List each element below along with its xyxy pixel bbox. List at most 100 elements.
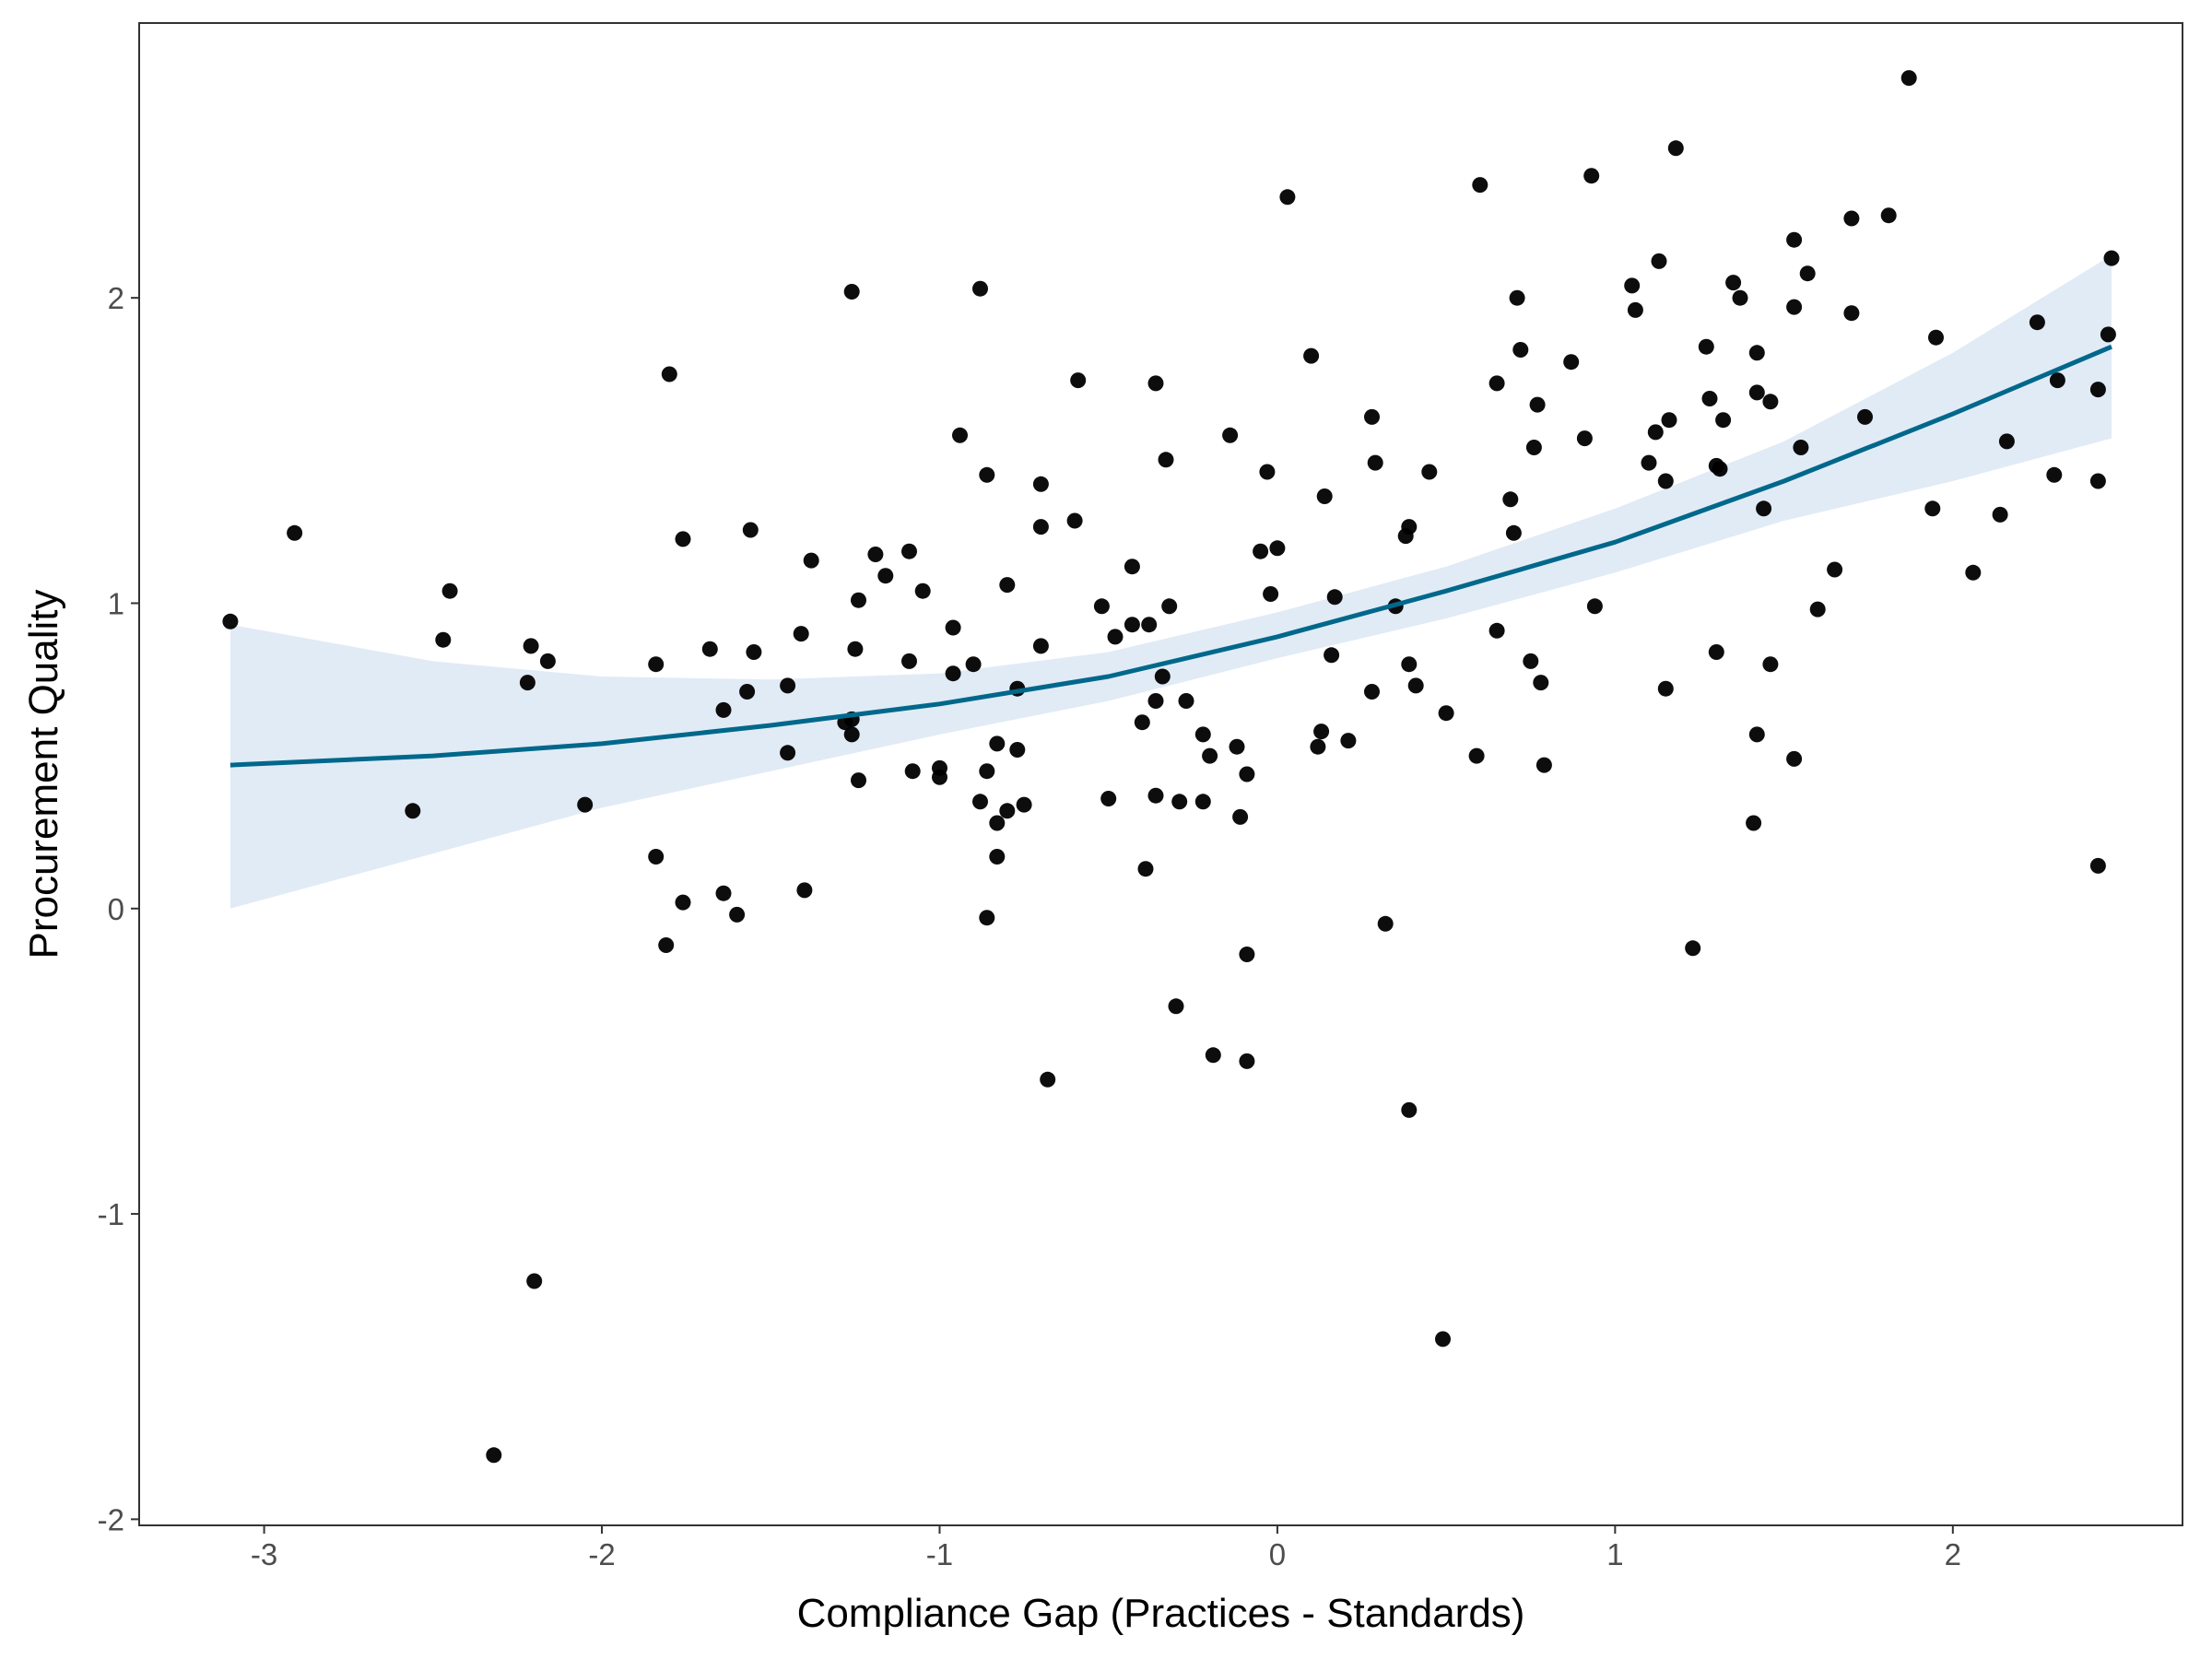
x-tick-label: -3 xyxy=(251,1537,277,1571)
data-point xyxy=(1799,265,1816,282)
fit-line xyxy=(229,344,2112,768)
y-axis: -2 -1 0 1 2 xyxy=(98,281,139,1536)
data-point xyxy=(1407,677,1424,694)
data-point xyxy=(1624,277,1641,294)
y-tick-label: 0 xyxy=(108,892,124,926)
data-point xyxy=(1576,430,1593,447)
data-point xyxy=(486,1447,502,1464)
data-point xyxy=(1563,354,1580,371)
data-point xyxy=(1756,500,1772,517)
data-point xyxy=(1992,506,2008,523)
data-point xyxy=(1786,750,1803,767)
data-point xyxy=(1651,253,1667,269)
x-tick-label: -1 xyxy=(926,1537,953,1571)
data-point xyxy=(1154,668,1171,685)
data-point xyxy=(1924,500,1941,517)
y-tick-label: 1 xyxy=(108,586,124,620)
data-point xyxy=(1168,998,1184,1015)
data-point xyxy=(793,626,809,642)
data-point xyxy=(648,849,665,865)
data-point xyxy=(1793,440,1809,455)
data-point xyxy=(1843,305,1860,322)
data-point xyxy=(1040,1071,1056,1088)
data-point xyxy=(780,745,796,761)
data-point xyxy=(1124,559,1140,575)
x-axis-title: Compliance Gap (Practices - Standards) xyxy=(797,1591,1525,1636)
data-point xyxy=(1843,210,1860,227)
data-point xyxy=(539,653,556,669)
data-point xyxy=(972,280,988,297)
y-tick-label: 2 xyxy=(108,281,124,315)
data-point xyxy=(843,284,860,300)
data-point xyxy=(989,849,1006,865)
data-point xyxy=(1421,464,1438,480)
data-point xyxy=(405,803,421,819)
data-point xyxy=(1367,454,1383,471)
data-point xyxy=(851,592,866,608)
data-point xyxy=(1222,427,1239,443)
plot-area xyxy=(222,70,2120,1464)
data-point xyxy=(1641,454,1657,471)
data-point xyxy=(435,631,452,648)
data-point xyxy=(1809,601,1826,618)
data-point xyxy=(1229,738,1245,755)
data-point xyxy=(1502,491,1519,508)
data-point xyxy=(1147,693,1164,709)
data-point xyxy=(989,815,1006,831)
data-point xyxy=(847,641,864,657)
data-point xyxy=(1194,794,1211,810)
data-point xyxy=(1661,412,1677,429)
data-point xyxy=(577,796,594,813)
data-point xyxy=(746,644,762,660)
data-point xyxy=(675,531,691,547)
data-point xyxy=(519,675,535,691)
data-point xyxy=(715,701,732,718)
data-point xyxy=(2089,857,2106,874)
data-point xyxy=(1141,617,1158,633)
data-point xyxy=(1748,384,1765,401)
data-point xyxy=(1158,452,1174,468)
data-point xyxy=(1468,747,1485,764)
data-point xyxy=(1857,408,1873,425)
data-point xyxy=(1303,347,1320,364)
data-point xyxy=(1124,617,1140,633)
data-point xyxy=(1509,289,1525,306)
data-point xyxy=(851,772,866,789)
data-point xyxy=(1239,947,1255,962)
data-point xyxy=(1401,656,1418,673)
data-point xyxy=(1827,561,1843,578)
data-point xyxy=(715,885,732,901)
data-point xyxy=(1708,644,1724,660)
data-point xyxy=(1523,653,1539,669)
data-point xyxy=(803,552,819,569)
data-point xyxy=(658,937,675,953)
data-point xyxy=(1070,372,1087,389)
data-point xyxy=(999,577,1016,594)
y-axis-title: Procurement Quality xyxy=(21,589,66,959)
data-point xyxy=(979,466,995,483)
data-point xyxy=(1701,391,1718,406)
data-point xyxy=(1535,757,1552,773)
data-point xyxy=(2089,382,2106,398)
data-point xyxy=(287,524,303,541)
data-point xyxy=(2100,326,2116,343)
x-tick-label: 2 xyxy=(1945,1537,1961,1571)
data-point xyxy=(952,427,968,443)
data-point xyxy=(1762,656,1779,673)
data-point xyxy=(1472,177,1488,194)
data-point xyxy=(979,910,995,926)
data-point xyxy=(1533,675,1549,691)
data-point xyxy=(843,726,860,743)
y-tick-label: -1 xyxy=(98,1197,124,1231)
data-point xyxy=(1259,464,1276,480)
data-point xyxy=(1253,543,1269,559)
data-point xyxy=(1512,342,1529,358)
data-point xyxy=(1178,693,1194,709)
data-point xyxy=(1205,1047,1221,1064)
data-point xyxy=(1147,375,1164,392)
data-point xyxy=(945,665,961,682)
data-point xyxy=(877,568,894,584)
data-point xyxy=(648,656,665,673)
data-point xyxy=(1147,787,1164,804)
x-axis: -3 -2 -1 0 1 2 xyxy=(251,1525,1961,1571)
